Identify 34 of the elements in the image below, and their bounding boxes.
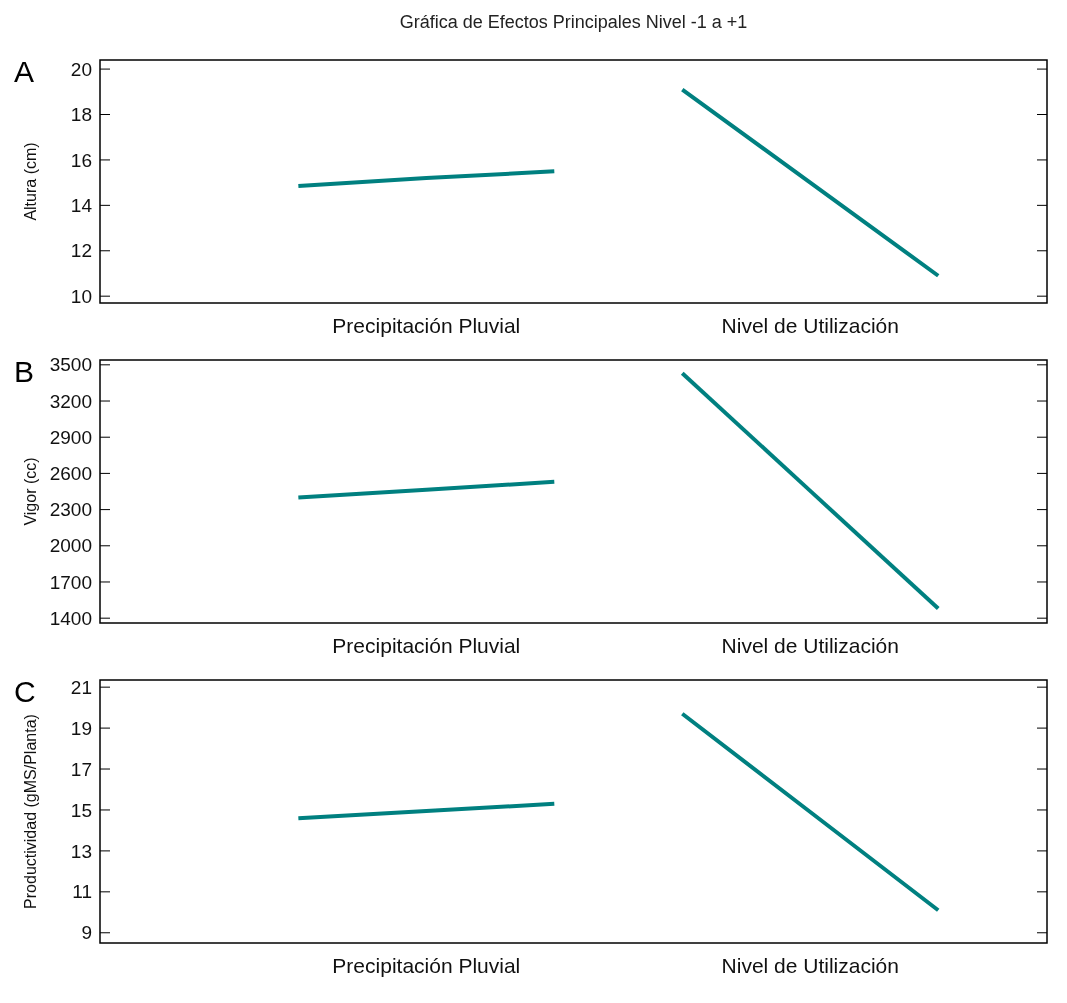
y-axis-title: Productividad (gMS/Planta) xyxy=(22,714,39,909)
y-tick-label: 13 xyxy=(70,840,92,862)
y-tick-label: 1400 xyxy=(49,607,92,629)
y-tick-label: 12 xyxy=(70,240,92,262)
y-tick-label: 11 xyxy=(72,881,92,903)
x-tick-label: Nivel de Utilización xyxy=(721,314,899,337)
text: C xyxy=(14,675,36,708)
y-tick-label: 20 xyxy=(70,58,92,80)
y-tick-label: 1700 xyxy=(49,571,92,593)
y-axis-title: Vigor (cc) xyxy=(22,457,39,526)
text: B xyxy=(14,355,35,388)
y-tick-label: 2900 xyxy=(49,426,92,448)
x-tick-label: Precipitación Pluvial xyxy=(332,314,521,337)
y-tick-label: 18 xyxy=(70,104,92,126)
text: A xyxy=(14,55,35,88)
y-axis-title: Altura (cm) xyxy=(22,142,39,221)
y-tick-label: 19 xyxy=(70,717,92,739)
y-tick-label: 3500 xyxy=(49,354,92,376)
y-tick-label: 17 xyxy=(70,758,92,780)
x-tick-label: Nivel de Utilización xyxy=(721,634,899,657)
y-tick-label: 2000 xyxy=(49,535,92,557)
x-tick-label: Precipitación Pluvial xyxy=(332,954,521,977)
y-tick-label: 2300 xyxy=(49,499,92,521)
y-tick-label: 15 xyxy=(70,799,92,821)
y-tick-label: 3200 xyxy=(49,390,92,412)
y-tick-label: 21 xyxy=(70,676,92,698)
y-tick-label: 2600 xyxy=(49,463,92,485)
y-tick-label: 10 xyxy=(70,285,92,307)
y-tick-label: 14 xyxy=(70,195,93,216)
y-tick-label: 16 xyxy=(70,149,92,171)
chart-title: Gráfica de Efectos Principales Nivel -1 a +1 xyxy=(399,12,748,32)
x-tick-label: Precipitación Pluvial xyxy=(332,634,521,657)
x-tick-label: Nivel de Utilización xyxy=(721,954,899,977)
y-tick-label: 9 xyxy=(81,922,92,944)
